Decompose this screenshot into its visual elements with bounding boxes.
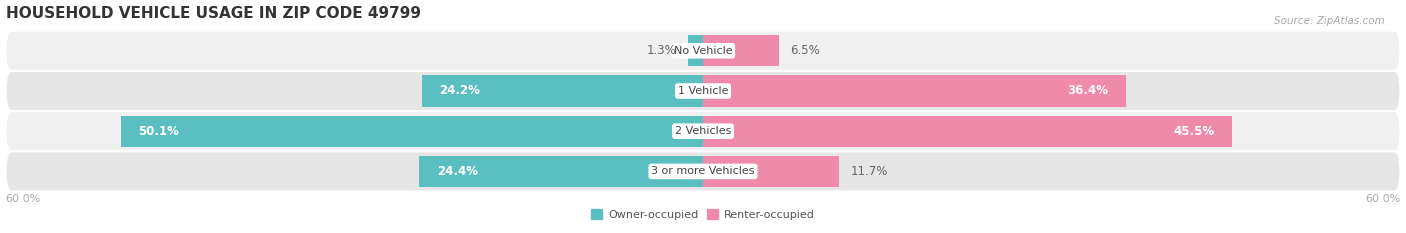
Bar	[419, 156, 703, 187]
Bar	[703, 35, 779, 66]
Text: 3 or more Vehicles: 3 or more Vehicles	[651, 166, 755, 176]
FancyBboxPatch shape	[6, 151, 1400, 192]
Bar	[703, 75, 1126, 107]
Text: Source: ZipAtlas.com: Source: ZipAtlas.com	[1274, 16, 1385, 26]
Text: No Vehicle: No Vehicle	[673, 46, 733, 56]
FancyBboxPatch shape	[6, 111, 1400, 151]
Text: 60.0%: 60.0%	[6, 194, 41, 204]
Legend: Owner-occupied, Renter-occupied: Owner-occupied, Renter-occupied	[586, 205, 820, 224]
Bar	[703, 156, 839, 187]
Bar	[703, 116, 1232, 147]
Text: 11.7%: 11.7%	[851, 165, 889, 178]
Bar	[422, 75, 703, 107]
Text: 36.4%: 36.4%	[1067, 85, 1109, 97]
Text: 60.0%: 60.0%	[1365, 194, 1400, 204]
Text: 1.3%: 1.3%	[647, 44, 676, 57]
Text: 24.2%: 24.2%	[439, 85, 479, 97]
Text: 2 Vehicles: 2 Vehicles	[675, 126, 731, 136]
Text: 50.1%: 50.1%	[138, 125, 179, 138]
Bar	[121, 116, 703, 147]
Text: 45.5%: 45.5%	[1174, 125, 1215, 138]
Text: 1 Vehicle: 1 Vehicle	[678, 86, 728, 96]
Text: HOUSEHOLD VEHICLE USAGE IN ZIP CODE 49799: HOUSEHOLD VEHICLE USAGE IN ZIP CODE 4979…	[6, 6, 420, 21]
Text: 6.5%: 6.5%	[790, 44, 820, 57]
Text: 24.4%: 24.4%	[437, 165, 478, 178]
FancyBboxPatch shape	[6, 31, 1400, 71]
Bar	[688, 35, 703, 66]
FancyBboxPatch shape	[6, 71, 1400, 111]
